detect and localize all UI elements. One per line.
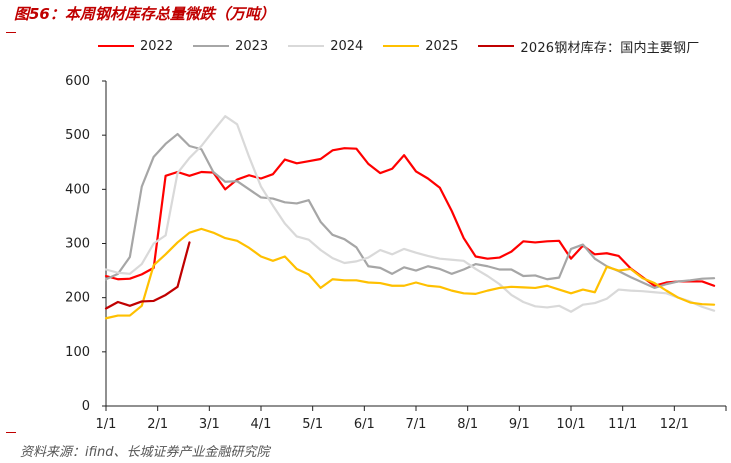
chart-axes: 0 100 200 300 400 500 600 1/1 2/1 3/1 4/1 5/1 6/1 7/1… (65, 74, 727, 432)
y-tick-label: 0 (82, 399, 90, 414)
x-tick-label: 2/1 (147, 417, 168, 432)
x-tick-label: 3/1 (199, 417, 220, 432)
y-tick-label: 400 (65, 182, 90, 197)
series-line-0 (104, 147, 716, 287)
legend-label-2025: 2025 (425, 38, 459, 54)
series-line-3 (104, 227, 716, 320)
legend-label-2022: 2022 (140, 38, 174, 54)
y-tick-label: 200 (65, 291, 90, 306)
x-tick-label: 10/1 (556, 417, 585, 432)
x-tick-label: 7/1 (406, 417, 427, 432)
legend-label-2023: 2023 (235, 38, 269, 54)
source-note: 资料来源：ifind、长城证券产业金融研究院 (20, 445, 270, 460)
y-tick-label: 500 (65, 128, 90, 143)
x-tick-label: 11/1 (608, 417, 637, 432)
x-tick-label: 1/1 (96, 417, 117, 432)
x-tick-label: 5/1 (302, 417, 323, 432)
x-tick-label: 8/1 (457, 417, 478, 432)
x-tick-label: 6/1 (354, 417, 375, 432)
title-rule (6, 32, 16, 33)
legend-item-2023: 2023 (193, 39, 268, 54)
legend-swatch-2023 (193, 45, 230, 47)
legend-label-2024: 2024 (330, 38, 364, 54)
legend-swatch-2024 (288, 45, 325, 47)
y-tick-label: 600 (65, 74, 90, 89)
source-rule (6, 432, 16, 433)
x-tick-label: 9/1 (509, 417, 530, 432)
legend-swatch-2026 (478, 45, 515, 47)
series-line-4 (104, 241, 191, 310)
legend-swatch-2025 (383, 45, 420, 47)
legend-label-2026: 2026钢材库存：国内主要钢厂 (520, 40, 700, 56)
legend-item-2022: 2022 (98, 39, 173, 54)
series-line-1 (104, 132, 716, 290)
chart-series (104, 115, 716, 320)
x-tick-label: 12/1 (660, 417, 689, 432)
legend-swatch-2022 (98, 45, 134, 47)
legend-item-2025: 2025 (383, 39, 458, 54)
series-line-2 (104, 115, 716, 313)
chart-title: 图56：本周钢材库存总量微跌（万吨） (14, 5, 275, 23)
legend-item-2026: 2026钢材库存：国内主要钢厂 (478, 37, 699, 56)
legend-item-2024: 2024 (288, 39, 363, 54)
x-tick-label: 4/1 (251, 417, 272, 432)
chart-legend: 2022 2023 2024 2025 2026钢材库存：国内主要钢厂 (98, 36, 699, 56)
y-tick-label: 100 (65, 345, 90, 360)
y-tick-label: 300 (65, 237, 90, 252)
